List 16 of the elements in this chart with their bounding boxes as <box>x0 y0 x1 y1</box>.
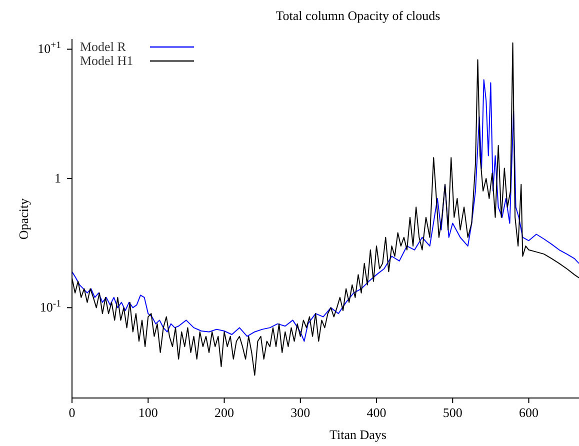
legend-label: Model R <box>80 39 127 54</box>
x-tick-label: 600 <box>519 405 539 420</box>
y-tick-label: 10$^{+1}$ <box>38 40 62 56</box>
x-tick-label: 400 <box>366 405 386 420</box>
x-tick-label: 200 <box>214 405 234 420</box>
x-tick-label: 500 <box>442 405 462 420</box>
line-series <box>72 79 579 342</box>
x-axis-title: Titan Days <box>328 427 388 443</box>
y-axis-title: Opacity <box>16 198 32 240</box>
legend-label: Model H1 <box>80 53 134 68</box>
x-tick-label: 0 <box>68 405 76 420</box>
x-tick-label: 300 <box>290 405 310 420</box>
y-tick-label: 1 <box>54 170 61 186</box>
x-tick-label: 100 <box>138 405 158 420</box>
chart-title: Total column Opacity of clouds <box>274 8 442 24</box>
y-tick-label: 10$^{-1}$ <box>40 298 62 315</box>
